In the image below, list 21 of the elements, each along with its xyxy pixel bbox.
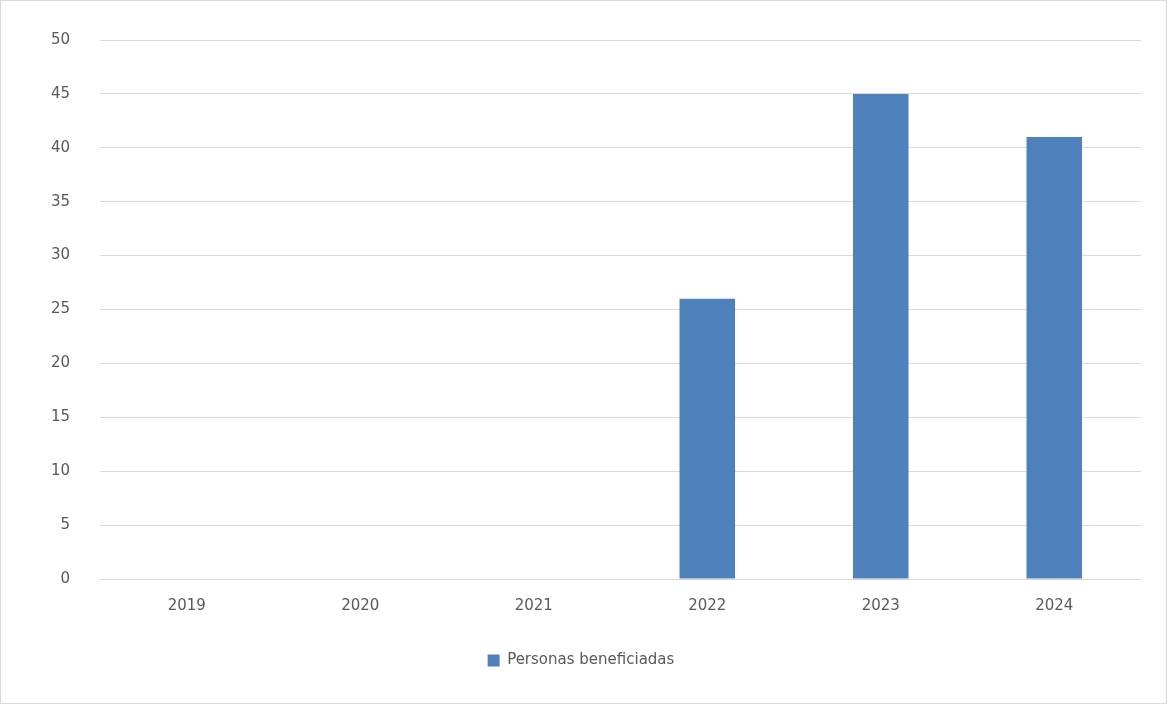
x-tick-label: 2022 [688, 595, 727, 614]
y-tick-label: 5 [60, 514, 71, 533]
x-tick-label: 2021 [514, 595, 553, 614]
x-tick-label: 2020 [341, 595, 380, 614]
bar [679, 298, 736, 579]
y-tick-label: 10 [50, 461, 71, 480]
bar [853, 93, 909, 579]
bar [1026, 137, 1083, 579]
y-tick-label: 45 [50, 83, 71, 102]
y-tick-label: 20 [50, 353, 71, 372]
x-tick-label: 2019 [167, 595, 206, 614]
y-tick-label: 25 [50, 299, 71, 318]
y-tick-label: 30 [50, 245, 71, 264]
x-tick-label: 2024 [1035, 595, 1074, 614]
legend-label: Personas beneficiadas [507, 650, 675, 669]
y-tick-label: 35 [50, 191, 71, 210]
y-tick-label: 50 [50, 29, 71, 48]
y-tick-label: 15 [50, 407, 71, 426]
y-tick-label: 0 [60, 568, 71, 587]
x-tick-label: 2023 [861, 595, 900, 614]
y-tick-label: 40 [50, 137, 71, 156]
